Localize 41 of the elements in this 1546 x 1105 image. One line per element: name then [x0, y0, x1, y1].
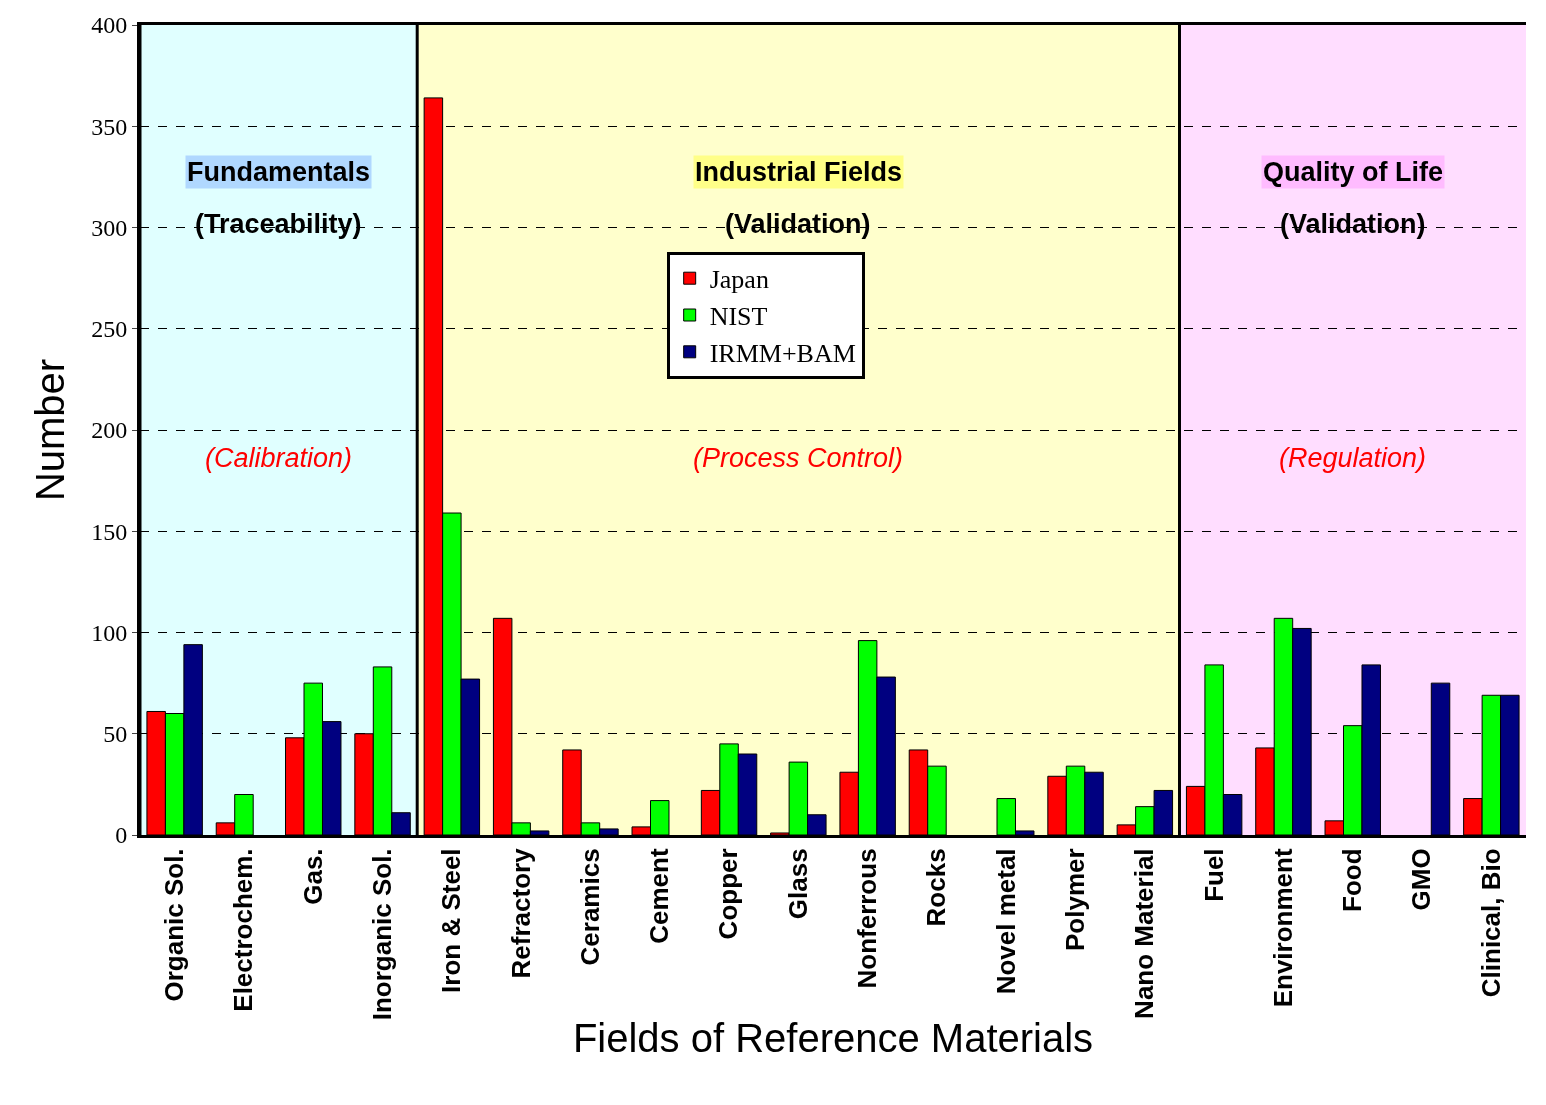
annotation: (Process Control) — [693, 443, 904, 473]
bar — [1430, 682, 1451, 835]
y-tick-label: 300 — [91, 214, 128, 241]
x-axis-title: Fields of Reference Materials — [572, 1015, 1094, 1060]
x-tick-label: Nano Material — [1129, 848, 1160, 1019]
legend-label: NIST — [709, 302, 768, 332]
band-label: Industrial Fields (Validation) — [695, 157, 903, 239]
x-tick-label: Electrochem. — [228, 848, 259, 1012]
x-tick-label: GMO — [1406, 848, 1437, 911]
y-tick-label: 250 — [91, 316, 128, 343]
x-tick-label: Clinical, Bio — [1475, 848, 1506, 998]
x-tick-label: Organic Sol. — [159, 848, 190, 1002]
annotation: (Regulation) — [1279, 443, 1427, 473]
legend-label: Japan — [709, 265, 769, 295]
y-tick-label: 100 — [91, 619, 128, 646]
y-tick-label: 350 — [91, 113, 128, 140]
x-tick-label: Rocks — [921, 848, 952, 927]
y-tick-label: 0 — [115, 822, 128, 849]
legend-label: IRMM+BAM — [709, 338, 856, 368]
x-tick-label: Fuel — [1198, 848, 1229, 902]
annotation: (Calibration) — [205, 443, 353, 473]
x-tick-label: Copper — [713, 848, 744, 940]
x-tick-label: Food — [1337, 848, 1368, 912]
x-tick-label: Polymer — [1060, 848, 1090, 952]
y-tick-label: 200 — [91, 417, 128, 444]
x-tick-label: Inorganic Sol. — [367, 848, 397, 1021]
x-tick-label: Glass — [782, 848, 813, 920]
band-label: Fundamentals (Traceability) — [187, 157, 371, 239]
x-tick-label: Refractory — [505, 847, 536, 979]
x-tick-label: Iron & Steel — [436, 848, 467, 993]
y-tick-label: 400 — [91, 12, 128, 39]
x-tick-label: Gas. — [297, 848, 328, 905]
y-axis-title: Number — [27, 358, 72, 502]
x-tick-label: Ceramics — [574, 848, 605, 966]
y-tick-label: 150 — [91, 518, 128, 545]
x-tick-label: Novel metal — [990, 848, 1021, 995]
y-tick-label: 50 — [103, 721, 128, 748]
x-tick-label: Nonferrous — [852, 848, 883, 989]
x-tick-label: Environment — [1267, 848, 1298, 1008]
band-label: Quality of Life (Validation) — [1263, 157, 1444, 239]
x-tick-label: Cement — [644, 848, 675, 944]
